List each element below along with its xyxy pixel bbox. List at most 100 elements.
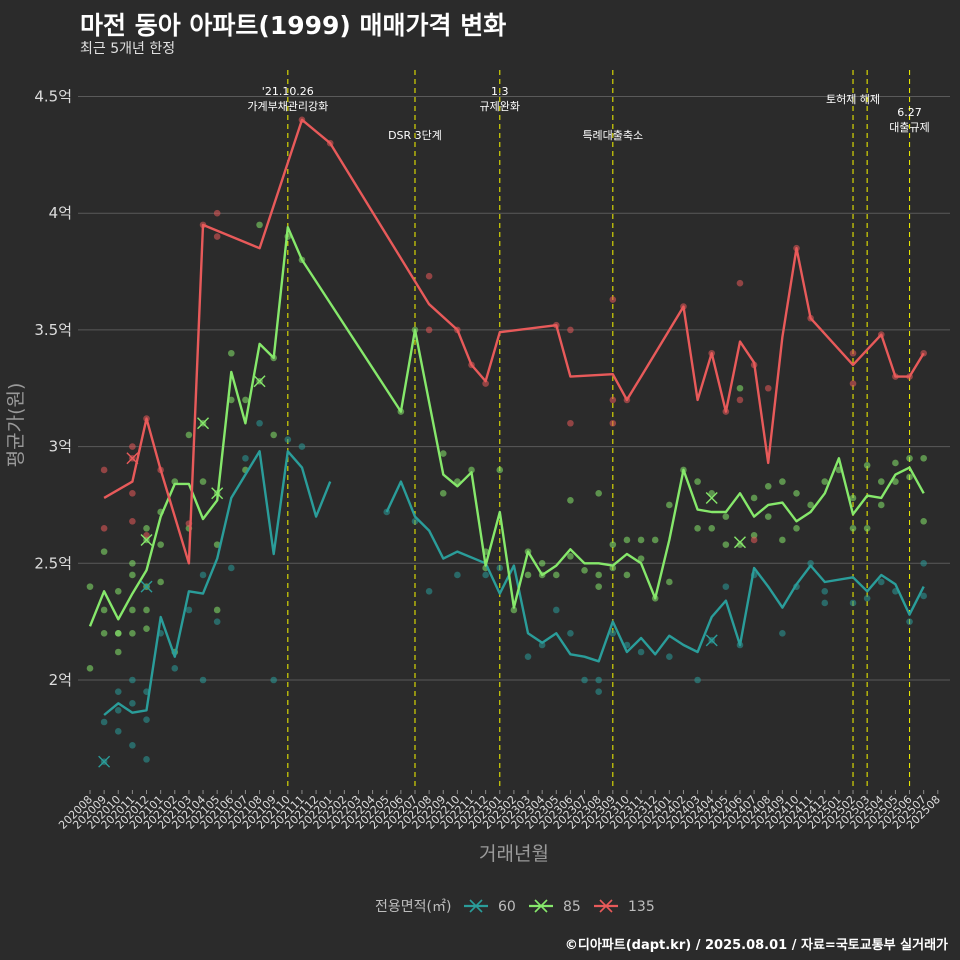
cross-marker-60 [140, 580, 153, 593]
scatter-point-60 [143, 756, 150, 763]
scatter-point-85 [143, 625, 150, 632]
cross-marker-85 [733, 536, 746, 549]
scatter-point-60 [114, 707, 122, 714]
source-caption: ©디아파트(dapt.kr) / 2025.08.01 / 자료=국토교통부 실… [564, 938, 948, 953]
scatter-point-85 [86, 583, 94, 590]
scatter-points [86, 116, 927, 765]
scatter-point-85 [567, 552, 574, 560]
scatter-point-60 [637, 648, 645, 656]
event-label: 토허제 해제 [826, 92, 880, 106]
scatter-point-135 [213, 233, 221, 240]
scatter-point-85 [157, 541, 164, 548]
scatter-point-85 [863, 524, 871, 532]
y-tick-label: 4.5억 [34, 88, 72, 106]
scatter-point-85 [722, 541, 730, 548]
legend: 전용면적(㎡) 60 85 135 [375, 899, 655, 915]
scatter-point-85 [623, 536, 631, 544]
cross-marker-85 [705, 491, 718, 504]
series-line-60 [103, 450, 925, 716]
y-tick-label: 4억 [49, 204, 72, 222]
scatter-point-85 [793, 524, 800, 532]
scatter-point-85 [708, 489, 716, 497]
scatter-point-60 [552, 606, 560, 614]
scatter-point-60 [807, 560, 814, 567]
event-label: 대출규제 [889, 121, 929, 134]
scatter-point-60 [821, 588, 829, 595]
series-lines [88, 118, 925, 716]
scatter-point-85 [129, 571, 136, 579]
scatter-point-85 [157, 578, 164, 586]
cross-marker-60 [705, 634, 718, 647]
scatter-point-60 [100, 718, 108, 726]
scatter-point-85 [821, 478, 829, 485]
scatter-point-60 [821, 599, 829, 607]
scatter-point-85 [468, 466, 475, 474]
scatter-point-85 [807, 501, 814, 509]
scatter-point-135 [129, 443, 136, 450]
scatter-point-85 [595, 571, 602, 579]
scatter-point-85 [538, 560, 546, 567]
scatter-point-85 [496, 466, 504, 474]
legend-title: 전용면적(㎡) [375, 899, 451, 915]
scatter-point-85 [213, 541, 221, 548]
scatter-point-85 [129, 630, 136, 637]
scatter-point-60 [143, 716, 150, 723]
scatter-point-85 [129, 606, 136, 614]
scatter-point-85 [666, 578, 673, 586]
scatter-point-85 [637, 555, 645, 562]
scatter-point-135 [609, 419, 617, 427]
scatter-point-85 [129, 560, 136, 567]
cross-marker-85 [211, 487, 224, 500]
scatter-point-135 [129, 489, 136, 497]
scatter-point-60 [595, 676, 602, 684]
scatter-point-60 [609, 630, 617, 637]
cross-marker-60 [98, 755, 111, 768]
scatter-point-85 [439, 450, 447, 457]
scatter-point-85 [524, 571, 532, 579]
scatter-point-135 [736, 279, 744, 287]
scatter-point-60 [129, 700, 136, 707]
scatter-point-60 [877, 578, 885, 586]
y-tick-label: 3.5억 [34, 321, 72, 339]
scatter-point-60 [425, 588, 433, 595]
scatter-point-85 [256, 221, 263, 229]
series-line-135 [103, 118, 925, 565]
scatter-point-60 [199, 571, 207, 579]
scatter-point-85 [609, 541, 617, 548]
scatter-point-85 [722, 513, 730, 520]
scatter-point-85 [779, 536, 786, 544]
scatter-point-60 [129, 742, 136, 749]
scatter-point-135 [129, 517, 136, 525]
scatter-point-85 [906, 473, 913, 481]
cross-marker-85 [140, 533, 153, 546]
scatter-point-85 [439, 489, 447, 497]
event-label: DSR 3단계 [388, 129, 442, 142]
scatter-point-85 [779, 478, 786, 485]
scatter-point-85 [100, 630, 108, 637]
scatter-point-60 [863, 595, 871, 602]
scatter-point-60 [454, 571, 461, 579]
scatter-point-85 [764, 513, 772, 520]
scatter-point-85 [228, 349, 235, 357]
scatter-point-60 [581, 676, 588, 684]
y-tick-label: 2억 [49, 671, 72, 689]
scatter-point-60 [242, 454, 249, 462]
x-tick-labels: 2020082020092020102020112020122021012021… [56, 790, 943, 832]
legend-item-135: 135 [628, 899, 655, 915]
scatter-point-135 [736, 396, 744, 404]
x-axis-title: 거래년월 [479, 843, 549, 865]
scatter-point-60 [284, 436, 292, 443]
cross-marker-135 [126, 452, 139, 465]
cross-markers [98, 375, 746, 768]
scatter-point-60 [482, 571, 489, 579]
y-axis-title: 평균가(원) [5, 383, 27, 468]
scatter-point-85 [637, 536, 645, 544]
event-label: 1.3 [491, 85, 509, 98]
y-tick-label: 3억 [49, 438, 72, 456]
scatter-point-135 [609, 396, 617, 404]
scatter-point-85 [595, 583, 602, 590]
scatter-point-60 [722, 583, 730, 590]
scatter-point-60 [185, 606, 193, 614]
chart-subtitle: 최근 5개년 한정 [80, 41, 176, 57]
